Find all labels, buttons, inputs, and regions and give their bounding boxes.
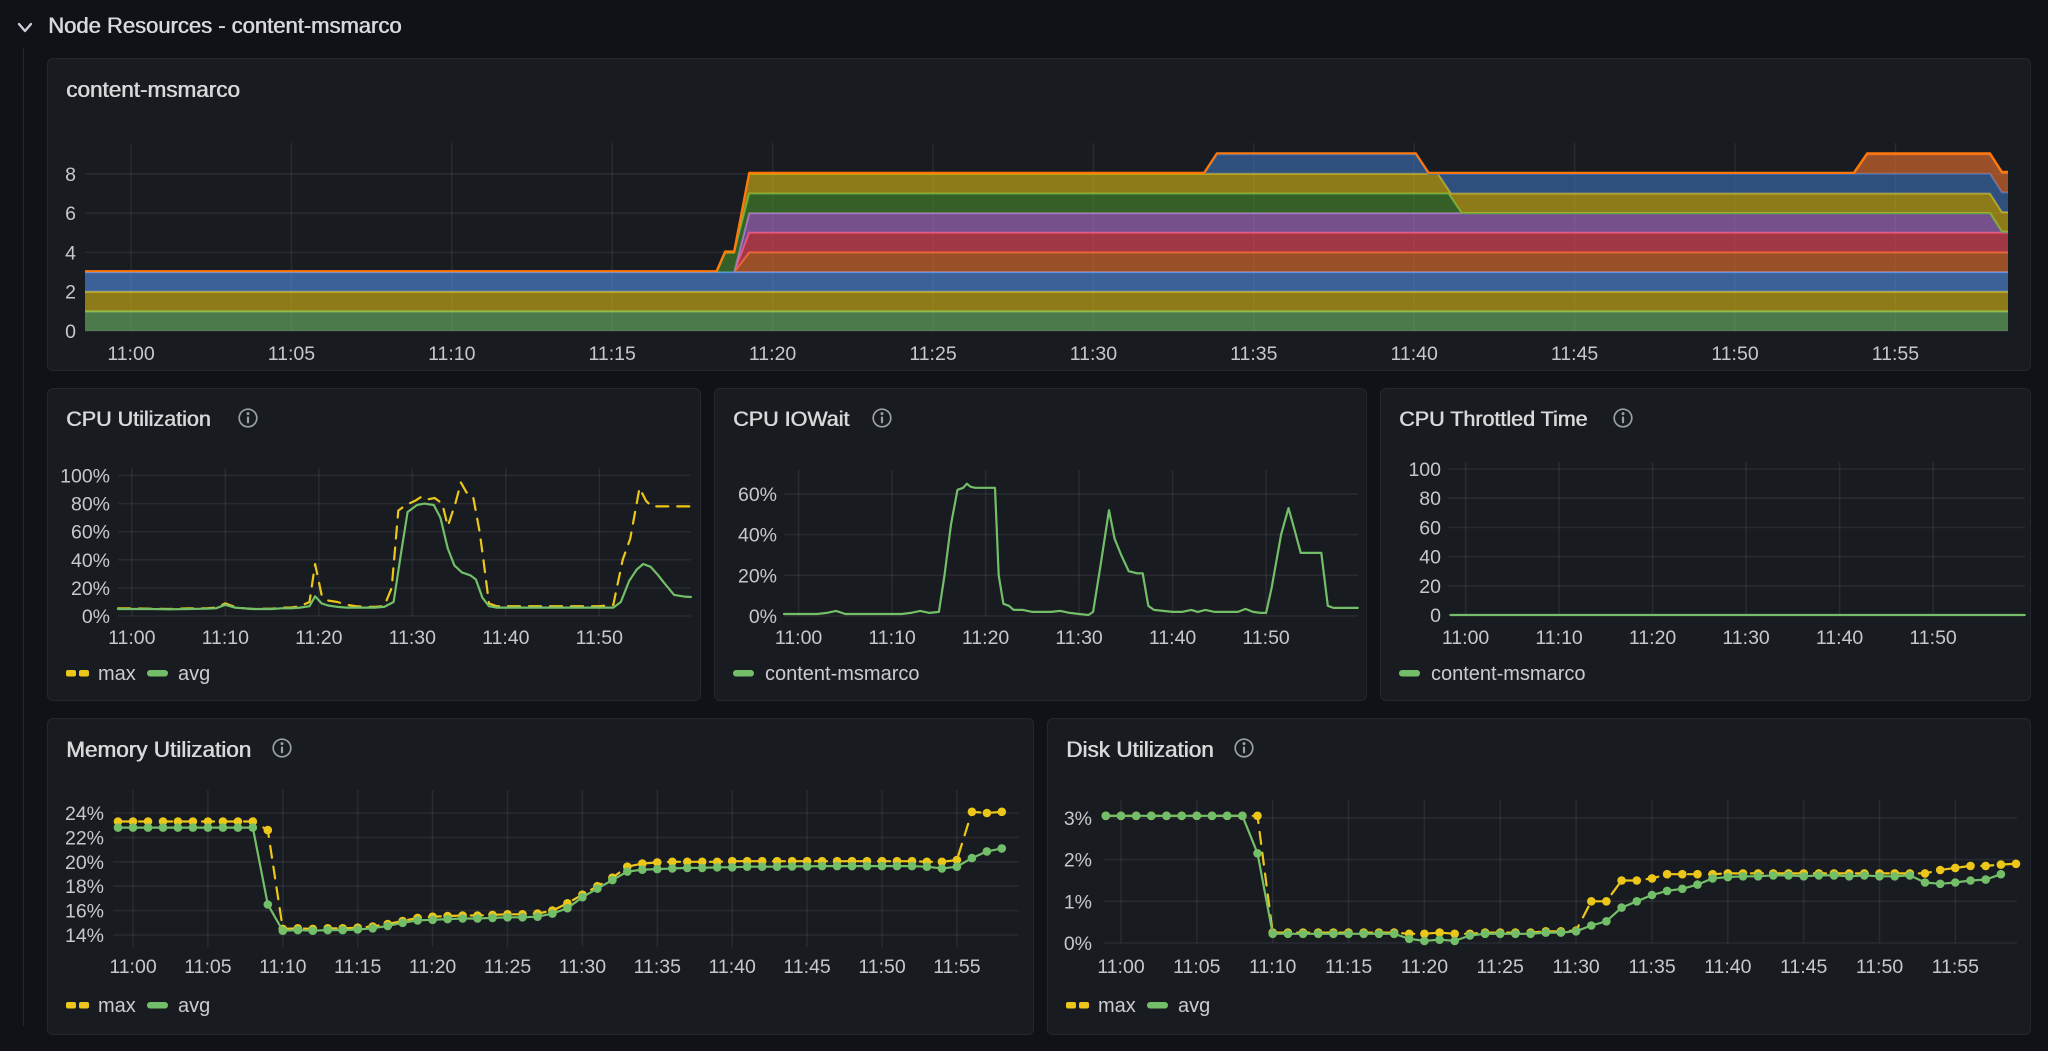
svg-text:content-msmarco: content-msmarco bbox=[765, 663, 920, 685]
svg-text:60: 60 bbox=[1419, 517, 1441, 539]
svg-text:avg: avg bbox=[178, 995, 210, 1017]
svg-text:11:50: 11:50 bbox=[1909, 627, 1957, 649]
svg-text:40: 40 bbox=[1419, 547, 1441, 569]
svg-text:20%: 20% bbox=[738, 565, 777, 587]
svg-text:11:50: 11:50 bbox=[576, 627, 624, 649]
svg-text:avg: avg bbox=[178, 663, 210, 685]
svg-text:11:40: 11:40 bbox=[1704, 956, 1752, 978]
svg-text:11:00: 11:00 bbox=[108, 627, 156, 649]
svg-text:11:50: 11:50 bbox=[1242, 627, 1290, 649]
svg-text:11:00: 11:00 bbox=[1097, 956, 1145, 978]
svg-text:11:50: 11:50 bbox=[858, 956, 906, 978]
svg-text:20%: 20% bbox=[65, 852, 104, 874]
svg-text:2%: 2% bbox=[1064, 850, 1092, 872]
svg-text:11:25: 11:25 bbox=[1477, 956, 1525, 978]
svg-text:11:20: 11:20 bbox=[1629, 627, 1677, 649]
svg-text:11:00: 11:00 bbox=[1442, 627, 1490, 649]
svg-text:0: 0 bbox=[65, 321, 76, 343]
svg-text:11:55: 11:55 bbox=[933, 956, 981, 978]
svg-text:11:20: 11:20 bbox=[409, 956, 457, 978]
svg-text:60%: 60% bbox=[71, 522, 110, 544]
svg-text:1%: 1% bbox=[1064, 891, 1092, 913]
svg-text:11:20: 11:20 bbox=[295, 627, 343, 649]
svg-text:40%: 40% bbox=[738, 525, 777, 547]
svg-text:11:30: 11:30 bbox=[1055, 627, 1103, 649]
svg-text:11:45: 11:45 bbox=[783, 956, 831, 978]
svg-text:11:55: 11:55 bbox=[1932, 956, 1980, 978]
svg-text:4: 4 bbox=[65, 242, 76, 264]
svg-text:11:30: 11:30 bbox=[1552, 956, 1600, 978]
svg-text:11:30: 11:30 bbox=[1070, 343, 1118, 365]
svg-text:11:05: 11:05 bbox=[1173, 956, 1221, 978]
svg-text:60%: 60% bbox=[738, 484, 777, 506]
svg-text:100: 100 bbox=[1408, 459, 1441, 481]
svg-text:2: 2 bbox=[65, 282, 76, 304]
svg-text:80%: 80% bbox=[71, 494, 110, 516]
svg-text:11:30: 11:30 bbox=[389, 627, 437, 649]
svg-text:11:10: 11:10 bbox=[1535, 627, 1583, 649]
svg-text:11:40: 11:40 bbox=[482, 627, 530, 649]
svg-text:40%: 40% bbox=[71, 550, 110, 572]
svg-text:11:30: 11:30 bbox=[1722, 627, 1770, 649]
svg-text:11:10: 11:10 bbox=[1249, 956, 1297, 978]
svg-text:content-msmarco: content-msmarco bbox=[1431, 663, 1586, 685]
svg-text:100%: 100% bbox=[60, 466, 110, 488]
svg-text:11:45: 11:45 bbox=[1780, 956, 1828, 978]
svg-text:11:50: 11:50 bbox=[1856, 956, 1904, 978]
svg-text:18%: 18% bbox=[65, 876, 104, 898]
svg-text:11:55: 11:55 bbox=[1872, 343, 1920, 365]
svg-text:11:40: 11:40 bbox=[1816, 627, 1864, 649]
svg-text:11:10: 11:10 bbox=[868, 627, 916, 649]
svg-text:11:35: 11:35 bbox=[1230, 343, 1278, 365]
svg-text:11:00: 11:00 bbox=[775, 627, 823, 649]
svg-text:11:00: 11:00 bbox=[107, 343, 155, 365]
svg-text:11:40: 11:40 bbox=[1149, 627, 1197, 649]
svg-text:3%: 3% bbox=[1064, 808, 1092, 830]
svg-text:11:20: 11:20 bbox=[962, 627, 1010, 649]
svg-text:8: 8 bbox=[65, 164, 76, 186]
svg-text:max: max bbox=[98, 663, 136, 685]
svg-text:11:25: 11:25 bbox=[909, 343, 957, 365]
svg-text:11:10: 11:10 bbox=[428, 343, 476, 365]
svg-text:0: 0 bbox=[1430, 605, 1441, 627]
svg-text:11:40: 11:40 bbox=[709, 956, 757, 978]
svg-text:11:05: 11:05 bbox=[184, 956, 232, 978]
svg-text:16%: 16% bbox=[65, 901, 104, 923]
svg-text:14%: 14% bbox=[65, 925, 104, 947]
svg-text:11:45: 11:45 bbox=[1551, 343, 1599, 365]
svg-text:6: 6 bbox=[65, 203, 76, 225]
svg-text:11:20: 11:20 bbox=[1401, 956, 1449, 978]
svg-text:0%: 0% bbox=[749, 606, 777, 628]
svg-text:11:05: 11:05 bbox=[268, 343, 316, 365]
svg-text:11:15: 11:15 bbox=[1325, 956, 1373, 978]
svg-text:11:35: 11:35 bbox=[634, 956, 682, 978]
svg-text:11:30: 11:30 bbox=[559, 956, 607, 978]
svg-text:11:40: 11:40 bbox=[1391, 343, 1439, 365]
svg-text:11:50: 11:50 bbox=[1711, 343, 1759, 365]
svg-text:80: 80 bbox=[1419, 488, 1441, 510]
svg-text:24%: 24% bbox=[65, 803, 104, 825]
svg-text:11:00: 11:00 bbox=[109, 956, 157, 978]
svg-text:0%: 0% bbox=[82, 606, 110, 628]
svg-text:11:35: 11:35 bbox=[1628, 956, 1676, 978]
svg-text:11:20: 11:20 bbox=[749, 343, 797, 365]
svg-text:20: 20 bbox=[1419, 576, 1441, 598]
svg-text:max: max bbox=[1098, 995, 1136, 1017]
svg-text:max: max bbox=[98, 995, 136, 1017]
svg-text:avg: avg bbox=[1178, 995, 1210, 1017]
svg-text:22%: 22% bbox=[65, 827, 104, 849]
svg-text:11:15: 11:15 bbox=[589, 343, 637, 365]
svg-text:0%: 0% bbox=[1064, 933, 1092, 955]
svg-text:11:10: 11:10 bbox=[202, 627, 250, 649]
svg-text:11:10: 11:10 bbox=[259, 956, 307, 978]
svg-text:11:15: 11:15 bbox=[334, 956, 382, 978]
svg-text:11:25: 11:25 bbox=[484, 956, 532, 978]
svg-text:20%: 20% bbox=[71, 578, 110, 600]
